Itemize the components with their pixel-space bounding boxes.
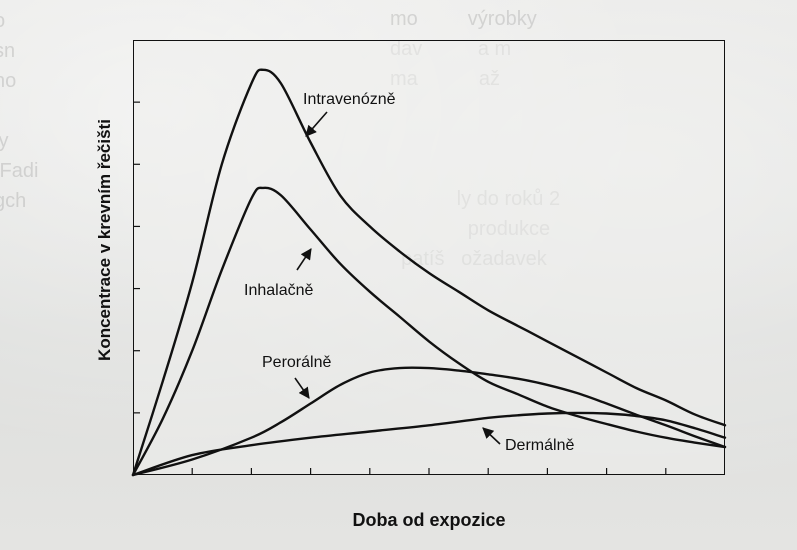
series-annotations: Intravenózně Inhalačně Perorálně Dermálně	[244, 91, 574, 454]
annotation-arrow	[305, 111, 328, 137]
series-line-3	[131, 411, 727, 477]
y-axis-label: Koncentrace v krevním řečišti	[95, 119, 114, 361]
annotation-arrow	[482, 427, 501, 445]
annotation-label: Dermálně	[505, 437, 574, 454]
x-axis-label: Doba od expozice	[352, 510, 506, 530]
series-line-2	[131, 366, 727, 477]
plot-area	[133, 40, 725, 475]
background-bleed-through-left: o sn no ly Fadi gch	[0, 10, 39, 212]
axis-ticks	[133, 101, 667, 475]
series-line-0	[131, 68, 727, 477]
annotation-label: Inhalačně	[244, 282, 313, 299]
series-line-1	[131, 186, 727, 477]
annotation-label: Perorálně	[262, 354, 331, 371]
annotation-arrow	[294, 377, 310, 399]
annotation-arrow	[296, 248, 312, 271]
series-lines	[131, 68, 727, 477]
annotation-label: Intravenózně	[303, 91, 396, 108]
